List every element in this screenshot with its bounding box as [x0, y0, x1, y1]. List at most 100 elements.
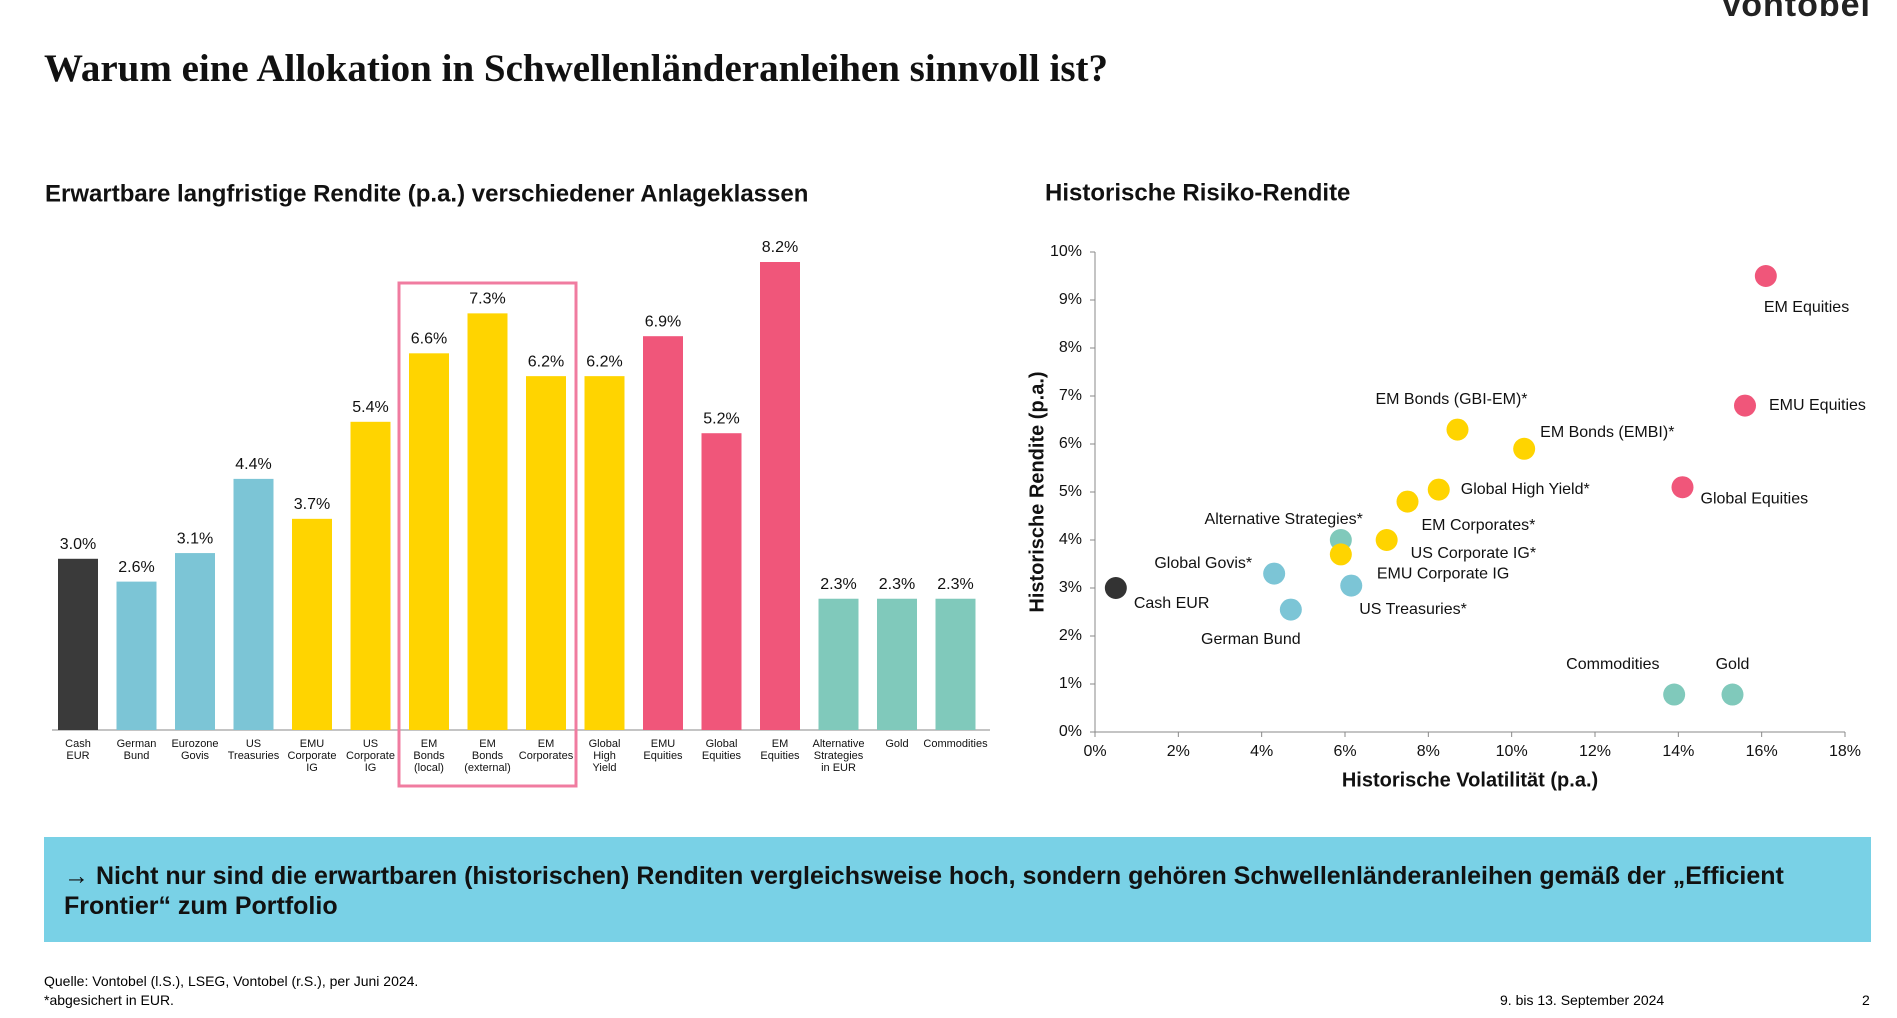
bar [116, 581, 157, 730]
value-label: 3.1% [177, 530, 213, 547]
bar [409, 353, 449, 730]
x-tick-label: 10% [1496, 743, 1528, 760]
y-tick-label: 2% [1059, 627, 1082, 644]
slide-title: Warum eine Allokation in Schwellenländer… [44, 47, 1108, 90]
bar [526, 376, 566, 730]
value-label: 5.2% [703, 410, 739, 427]
y-tick-label: 0% [1059, 723, 1082, 740]
x-tick-label: 6% [1333, 743, 1356, 760]
date: 9. bis 13. September 2024 [1500, 992, 1665, 1008]
bar [467, 313, 508, 730]
bar [350, 421, 391, 730]
x-tick-label: EMU Equities [643, 738, 683, 762]
point-label: Global Govis* [1154, 555, 1252, 572]
point-label: US Treasuries* [1359, 601, 1467, 618]
value-label: 8.2% [762, 239, 798, 256]
bar [935, 598, 976, 730]
bar [292, 518, 332, 730]
x-tick-label: EM Bonds (local) [413, 738, 445, 774]
x-tick-label: EMU Corporate IG [288, 738, 337, 774]
value-label: 2.3% [937, 576, 973, 593]
point [1427, 478, 1450, 501]
value-label: 3.0% [60, 536, 96, 553]
point [1734, 394, 1756, 417]
point [1396, 490, 1419, 513]
point-label: Alternative Strategies* [1205, 511, 1363, 528]
y-tick-label: 3% [1059, 579, 1082, 596]
point-label: Commodities [1566, 656, 1659, 673]
point-label: EMU Equities [1769, 397, 1866, 414]
y-tick-label: 8% [1059, 339, 1082, 356]
highlight-box [397, 281, 578, 788]
point-label: EM Bonds (GBI-EM)* [1375, 391, 1527, 408]
footnote: *abgesichert in EUR. [44, 992, 174, 1008]
value-label: 2.3% [879, 576, 915, 593]
point-label: Gold [1716, 656, 1750, 673]
point [1340, 574, 1363, 597]
value-label: 5.4% [352, 399, 388, 416]
x-tick-label: 18% [1829, 743, 1861, 760]
bar [175, 553, 215, 730]
source: Quelle: Vontobel (l.S.), LSEG, Vontobel … [44, 973, 419, 989]
x-tick-label: Commodities [923, 738, 988, 750]
bar [233, 478, 274, 730]
point-label: EM Bonds (EMBI)* [1540, 424, 1674, 441]
page-number: 2 [1862, 992, 1870, 1008]
y-tick-label: 5% [1059, 483, 1082, 500]
bar-chart-title: Erwartbare langfristige Rendite (p.a.) v… [45, 180, 808, 207]
y-tick-label: 4% [1059, 531, 1082, 548]
value-label: 6.9% [645, 313, 681, 330]
key-message-banner: → Nicht nur sind die erwartbaren (histor… [44, 837, 1871, 942]
point-label: Cash EUR [1134, 595, 1210, 612]
bar [818, 598, 859, 730]
x-tick-label: EM Corporates [519, 738, 574, 762]
point [1663, 683, 1686, 706]
scatter-chart-title: Historische Risiko-Rendite [1045, 179, 1350, 206]
x-tick-label: 14% [1662, 743, 1694, 760]
bar [643, 336, 683, 730]
value-label: 2.3% [820, 576, 856, 593]
point-label: Global Equities [1701, 490, 1809, 507]
bar [584, 376, 625, 730]
point [1329, 543, 1352, 566]
y-tick-label: 6% [1059, 435, 1082, 452]
y-tick-label: 10% [1050, 243, 1082, 260]
point-label: EMU Corporate IG [1377, 566, 1509, 583]
y-tick-label: 9% [1059, 291, 1082, 308]
point-label: German Bund [1201, 631, 1301, 648]
point [1104, 577, 1127, 599]
bar [701, 433, 742, 730]
point [1375, 529, 1398, 551]
x-axis-label: Historische Volatilität (p.a.) [1342, 769, 1598, 791]
x-tick-label: Eurozone Govis [171, 738, 218, 762]
x-tick-label: 12% [1579, 743, 1611, 760]
bar [877, 598, 917, 730]
logo: Vontobel [1720, 0, 1871, 24]
x-tick-label: Cash EUR [65, 738, 91, 762]
x-tick-label: US Treasuries [228, 738, 280, 762]
charts: Erwartbare langfristige Rendite (p.a.) v… [45, 179, 1866, 791]
point [1263, 562, 1286, 585]
bar [58, 558, 98, 730]
x-tick-label: German Bund [117, 738, 157, 762]
x-tick-label: EM Equities [760, 738, 800, 762]
point-label: EM Equities [1764, 299, 1849, 316]
point-label: US Corporate IG* [1411, 545, 1536, 562]
value-label: 3.7% [294, 496, 330, 513]
value-label: 2.6% [118, 559, 154, 576]
x-tick-label: Alternative Strategies in EUR [813, 738, 865, 774]
point [1754, 265, 1777, 287]
point-label: Global High Yield* [1461, 481, 1590, 498]
x-tick-label: US Corporate IG [346, 738, 395, 774]
point-label: EM Corporates* [1422, 517, 1536, 534]
value-label: 6.2% [528, 353, 564, 370]
point [1446, 418, 1469, 441]
point [1671, 476, 1694, 499]
value-label: 6.6% [411, 331, 447, 348]
x-tick-label: 4% [1250, 743, 1273, 760]
value-label: 4.4% [235, 456, 271, 473]
value-label: 7.3% [469, 291, 505, 308]
x-tick-label: Global High Yield [589, 738, 621, 774]
x-tick-label: Gold [885, 738, 908, 750]
x-tick-label: 16% [1746, 743, 1778, 760]
